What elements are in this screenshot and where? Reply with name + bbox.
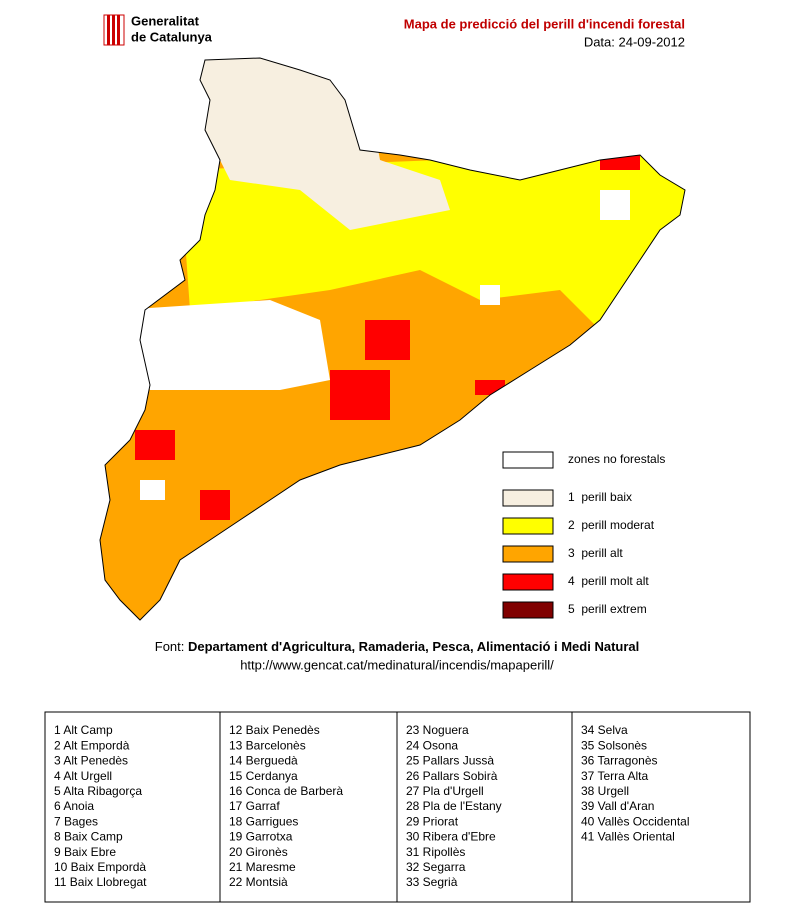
logo-stripe — [107, 15, 110, 45]
risk-map — [100, 58, 685, 620]
legend-label: 3 perill alt — [568, 546, 623, 560]
table-cell: 40 Vallès Occidental — [581, 814, 690, 828]
table-cell: 30 Ribera d'Ebre — [406, 830, 496, 844]
legend-swatch — [502, 573, 554, 591]
table-cell: 2 Alt Empordà — [54, 738, 130, 752]
table-cell: 29 Priorat — [406, 814, 459, 828]
table-cell: 10 Baix Empordà — [54, 860, 146, 874]
table-cell: 17 Garraf — [229, 799, 280, 813]
table-cell: 8 Baix Camp — [54, 830, 123, 844]
logo: Generalitat de Catalunya — [103, 13, 213, 46]
table-cell: 37 Terra Alta — [581, 769, 648, 783]
table-cell: 26 Pallars Sobirà — [406, 769, 498, 783]
table-cell: 21 Maresme — [229, 860, 296, 874]
legend-swatch — [502, 545, 554, 563]
table-cell: 3 Alt Penedès — [54, 754, 128, 768]
table-cell: 20 Gironès — [229, 845, 288, 859]
legend-label: 2 perill moderat — [568, 518, 655, 532]
table-cell: 7 Bages — [54, 814, 98, 828]
legend-label: 5 perill extrem — [568, 602, 647, 616]
logo-stripe — [112, 15, 115, 45]
table-cell: 12 Baix Penedès — [229, 723, 320, 737]
source-url: http://www.gencat.cat/medinatural/incend… — [240, 657, 554, 672]
risk-area — [135, 430, 175, 460]
table-cell: 22 Montsià — [229, 875, 288, 889]
table-cell: 16 Conca de Barberà — [229, 784, 343, 798]
table-cell: 24 Osona — [406, 738, 458, 752]
risk-area — [600, 190, 630, 220]
risk-area — [480, 285, 500, 305]
table-cell: 14 Berguedà — [229, 754, 298, 768]
table-cell: 33 Segrià — [406, 875, 458, 889]
table-cell: 18 Garrigues — [229, 814, 298, 828]
table-cell: 13 Barcelonès — [229, 738, 306, 752]
table-cell: 15 Cerdanya — [229, 769, 298, 783]
risk-area — [200, 58, 450, 230]
table-cell: 35 Solsonès — [581, 738, 647, 752]
table-cell: 36 Tarragonès — [581, 754, 658, 768]
risk-area — [475, 380, 505, 395]
source-name: Departament d'Agricultura, Ramaderia, Pe… — [188, 639, 639, 654]
risk-area — [200, 490, 230, 520]
risk-area — [120, 300, 330, 390]
table-cell: 5 Alta Ribagorça — [54, 784, 142, 798]
table-cell: 19 Garrotxa — [229, 830, 293, 844]
map-title: Mapa de predicció del perill d'incendi f… — [404, 16, 685, 31]
table-cell: 31 Ripollès — [406, 845, 465, 859]
legend-swatch — [502, 489, 554, 507]
logo-stripe — [117, 15, 120, 45]
legend-label: 4 perill molt alt — [568, 574, 649, 588]
legend-swatch — [502, 517, 554, 535]
table-cell: 25 Pallars Jussà — [406, 754, 494, 768]
legend: zones no forestals 1 perill baix 2 perill … — [502, 451, 665, 619]
risk-area — [365, 320, 410, 360]
table-cell: 9 Baix Ebre — [54, 845, 116, 859]
table-cell: 6 Anoia — [54, 799, 94, 813]
table-cell: 39 Vall d'Aran — [581, 799, 654, 813]
legend-label: 1 perill baix — [568, 490, 632, 504]
table-cell: 41 Vallès Oriental — [581, 830, 675, 844]
source-line: Font: Departament d'Agricultura, Ramader… — [155, 639, 640, 654]
table-cell: 38 Urgell — [581, 784, 629, 798]
table-cell: 11 Baix Llobregat — [54, 875, 147, 889]
source-prefix: Font: — [155, 639, 185, 654]
table-cell: 34 Selva — [581, 723, 628, 737]
map-date: Data: 24-09-2012 — [584, 34, 685, 49]
table-cell: 32 Segarra — [406, 860, 466, 874]
risk-area — [330, 370, 390, 420]
table-cell: 27 Pla d'Urgell — [406, 784, 484, 798]
table-cell: 4 Alt Urgell — [54, 769, 112, 783]
table-cell: 1 Alt Camp — [54, 723, 113, 737]
logo-text: Generalitat — [131, 13, 200, 28]
legend-swatch — [502, 601, 554, 619]
risk-area — [140, 480, 165, 500]
table-cell: 28 Pla de l'Estany — [406, 799, 502, 813]
logo-text: de Catalunya — [131, 29, 213, 44]
map-outline — [99, 57, 686, 621]
legend-swatch — [502, 451, 554, 469]
table-cell: 23 Noguera — [406, 723, 469, 737]
legend-label: zones no forestals — [568, 452, 665, 466]
